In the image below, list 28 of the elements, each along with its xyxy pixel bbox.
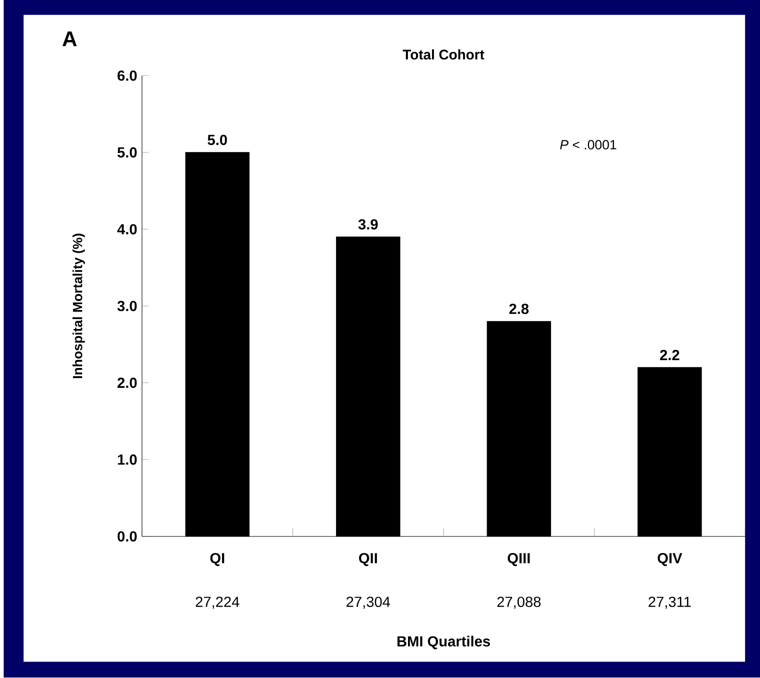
bar bbox=[486, 321, 552, 537]
bar bbox=[185, 152, 250, 537]
text: 27,304 bbox=[346, 596, 390, 609]
y-tick-label: 5.0 bbox=[117, 147, 137, 158]
y-tick-label: 6.0 bbox=[118, 70, 137, 81]
data-label: 3.9 bbox=[358, 219, 378, 230]
y-tick-label: 2.0 bbox=[118, 378, 137, 388]
bar bbox=[638, 367, 702, 537]
x-tick-label: QI bbox=[210, 553, 224, 566]
x-tick-label: QIII bbox=[508, 553, 530, 566]
y-tick-label: 3.0 bbox=[117, 301, 137, 312]
y-tick-label: 4.0 bbox=[117, 224, 137, 235]
x-axis-title: BMI Quartiles bbox=[397, 636, 490, 650]
data-label: 2.2 bbox=[660, 350, 680, 360]
data-label: 2.8 bbox=[509, 304, 529, 314]
text: 27,224 bbox=[196, 596, 240, 609]
chart-title: Total Cohort bbox=[402, 49, 484, 60]
text: A bbox=[62, 32, 77, 46]
x-tick-label: QIV bbox=[658, 553, 682, 566]
data-label: 5.0 bbox=[208, 134, 227, 146]
y-tick-label: 1.0 bbox=[118, 454, 137, 465]
annotation: P < .0001 bbox=[560, 140, 616, 150]
x-tick-label: QII bbox=[359, 553, 377, 566]
y-axis-title: Inhospital Mortality (%) bbox=[72, 234, 85, 378]
bar bbox=[336, 236, 400, 537]
text: 27,088 bbox=[497, 596, 541, 609]
y-tick-label: 0.0 bbox=[118, 531, 137, 542]
text: 27,311 bbox=[648, 596, 691, 609]
